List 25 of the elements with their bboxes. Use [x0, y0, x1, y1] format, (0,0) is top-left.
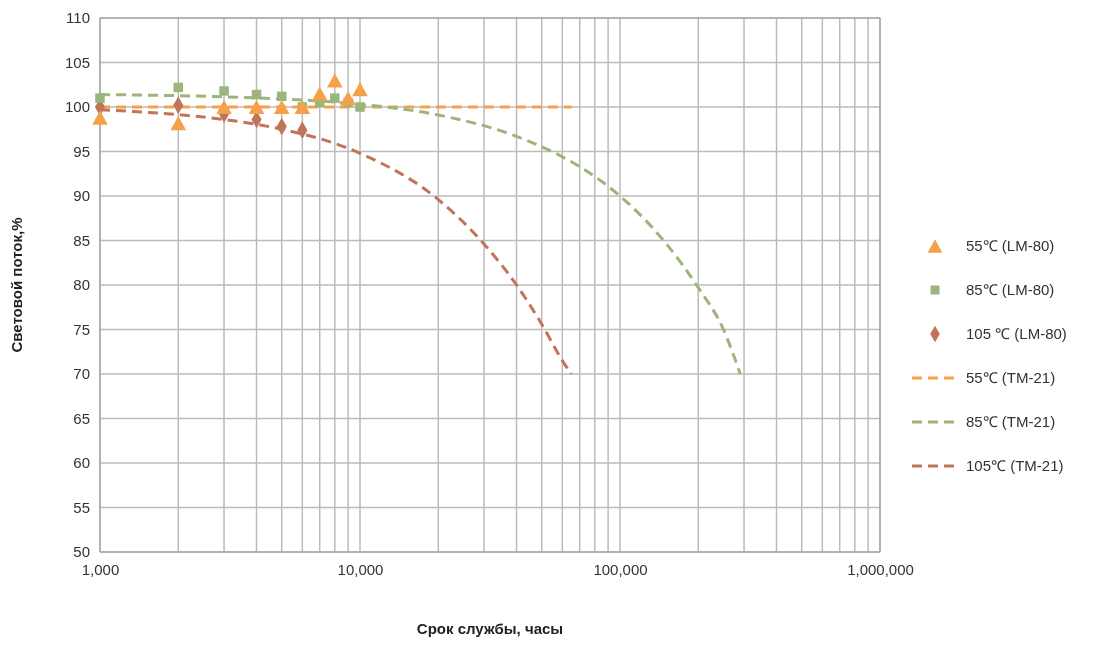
- y-tick-label: 105: [64, 53, 90, 71]
- legend-label: 105 ℃ (LM-80): [966, 325, 1067, 343]
- y-tick-label: 85: [73, 231, 90, 249]
- legend-label: 55℃ (LM-80): [966, 237, 1055, 255]
- y-tick-label: 95: [73, 142, 90, 160]
- x-tick-label: 1,000,000: [847, 560, 914, 578]
- legend-label: 85℃ (TM-21): [966, 413, 1056, 431]
- y-tick-label: 100: [64, 98, 90, 116]
- y-tick-label: 65: [73, 409, 90, 427]
- x-tick-label: 100,000: [593, 560, 648, 578]
- x-tick-label: 1,000: [81, 560, 120, 578]
- y-tick-label: 50: [73, 543, 90, 561]
- y-tick-label: 70: [73, 365, 90, 383]
- x-tick-label: 10,000: [337, 560, 384, 578]
- y-tick-label: 55: [73, 498, 90, 516]
- legend-label: 105℃ (TM-21): [966, 457, 1064, 475]
- legend-label: 85℃ (LM-80): [966, 281, 1055, 299]
- y-tick-label: 90: [73, 187, 90, 205]
- y-tick-label: 110: [66, 9, 90, 27]
- legend-label: 55℃ (TM-21): [966, 369, 1056, 387]
- y-axis-title: Световой поток,%: [8, 217, 25, 353]
- x-axis-title: Срок службы, часы: [416, 620, 564, 637]
- y-tick-label: 75: [73, 320, 90, 338]
- y-tick-label: 60: [73, 454, 90, 472]
- y-tick-label: 80: [73, 276, 90, 294]
